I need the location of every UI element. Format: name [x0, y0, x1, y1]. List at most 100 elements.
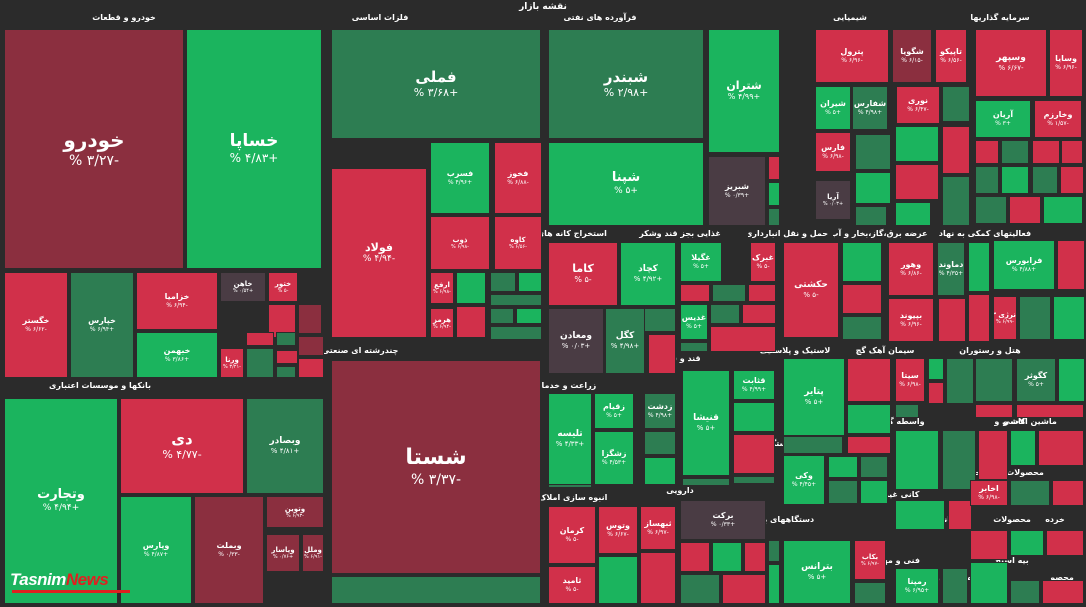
stock-tile-small[interactable] [1060, 166, 1084, 194]
stock-tile-small[interactable] [975, 358, 1013, 402]
stock-tile[interactable]: پتایر +۵ % [783, 358, 845, 436]
stock-tile-small[interactable] [490, 294, 542, 306]
stock-tile[interactable]: ورنا -۳/۲۱ % [220, 348, 244, 378]
stock-tile-small[interactable] [680, 342, 708, 352]
stock-tile-small[interactable] [298, 358, 324, 378]
stock-tile[interactable]: خزامیا -۶/۹۴ % [136, 272, 218, 330]
stock-tile-small[interactable] [518, 272, 542, 292]
stock-tile-small[interactable] [1043, 196, 1083, 224]
stock-tile-small[interactable] [842, 316, 882, 340]
stock-tile-small[interactable] [1010, 580, 1040, 604]
stock-tile[interactable]: شبریز +۰/۳۹ % [708, 156, 766, 226]
stock-tile-small[interactable] [1001, 140, 1029, 164]
stock-tile[interactable]: کچاد +۴/۹۲ % [620, 242, 676, 306]
stock-tile[interactable]: وپاسار +۰/۷۶ % [266, 534, 300, 572]
stock-tile[interactable]: زشگزا +۴/۵۳ % [594, 431, 634, 485]
stock-tile-small[interactable] [970, 530, 1008, 560]
stock-tile[interactable]: قثابت +۴/۹۹ % [733, 370, 775, 400]
stock-tile-small[interactable] [895, 500, 945, 530]
stock-tile[interactable]: نوری -۶/۴۷ % [896, 86, 940, 124]
stock-tile[interactable]: خبهمن +۳/۸۶ % [136, 332, 218, 378]
stock-tile-small[interactable] [1058, 358, 1085, 402]
stock-tile-small[interactable] [1010, 430, 1036, 466]
stock-tile-small[interactable] [246, 332, 274, 346]
stock-tile[interactable]: فولاد -۴/۹۴ % [331, 168, 427, 338]
stock-tile-small[interactable] [456, 272, 486, 304]
stock-tile[interactable]: فخوز -۶/۸۸ % [494, 142, 542, 214]
stock-tile-small[interactable] [847, 404, 891, 434]
stock-tile[interactable]: خگستر -۶/۶۲ % [4, 272, 68, 378]
stock-tile-small[interactable] [970, 562, 1008, 604]
stock-tile[interactable]: وسپهر -۶/۶۷ % [975, 29, 1047, 97]
stock-tile[interactable]: رمپنا +۶/۹۵ % [895, 568, 939, 604]
stock-tile[interactable]: انرژی ۳-۶/۹۹ % [993, 296, 1017, 340]
stock-tile-small[interactable] [722, 574, 766, 604]
stock-tile[interactable]: وسایا -۶/۹۶ % [1049, 29, 1083, 97]
stock-tile[interactable]: غگیلا +۵ % [680, 242, 722, 282]
stock-tile-small[interactable] [1001, 166, 1029, 194]
stock-tile-small[interactable] [744, 542, 766, 572]
stock-tile-small[interactable] [1009, 196, 1041, 224]
stock-tile-small[interactable] [1032, 140, 1060, 164]
stock-tile[interactable]: شتران +۴/۹۹ % [708, 29, 780, 153]
stock-tile[interactable]: دی -۴/۷۷ % [120, 398, 244, 494]
stock-tile-small[interactable] [712, 542, 742, 572]
stock-tile[interactable]: شپنا +۵ % [548, 142, 704, 226]
stock-tile[interactable]: اخابر -۶/۹۸ % [970, 480, 1008, 506]
stock-tile-small[interactable] [768, 540, 780, 562]
stock-tile-small[interactable] [710, 304, 740, 324]
stock-tile[interactable]: وکی +۴/۴۵ % [783, 455, 825, 505]
stock-tile-small[interactable] [456, 306, 486, 338]
stock-tile-small[interactable] [942, 86, 970, 122]
stock-tile-small[interactable] [276, 366, 296, 378]
stock-tile[interactable]: برکت +۰/۳۳ % [680, 500, 766, 540]
stock-tile[interactable]: شگویا -۶/۱۵ % [892, 29, 932, 83]
stock-tile-small[interactable] [768, 208, 780, 226]
stock-tile-small[interactable] [1057, 240, 1085, 290]
stock-tile[interactable]: ارفع -۶/۹۸ % [430, 272, 454, 304]
stock-tile-small[interactable] [847, 358, 891, 402]
stock-tile-small[interactable] [895, 404, 919, 418]
stock-tile-small[interactable] [942, 176, 970, 226]
stock-tile-small[interactable] [298, 304, 322, 334]
stock-tile-small[interactable] [516, 308, 542, 324]
stock-tile[interactable]: ختور -۵ % [268, 272, 298, 302]
stock-tile-small[interactable] [855, 172, 891, 204]
stock-tile-small[interactable] [733, 434, 775, 474]
stock-tile[interactable]: شبندر +۲/۹۸ % [548, 29, 704, 139]
stock-tile-small[interactable] [490, 308, 514, 324]
stock-tile-small[interactable] [768, 182, 780, 206]
stock-tile[interactable]: ذوب -۶/۹۸ % [430, 216, 490, 270]
stock-tile[interactable]: وتجارت +۴/۹۴ % [4, 398, 118, 604]
stock-tile-small[interactable] [1010, 530, 1044, 556]
stock-tile[interactable]: بترانس +۵ % [783, 540, 851, 604]
stock-tile[interactable]: کگوثر +۵ % [1016, 358, 1056, 402]
stock-tile[interactable]: تاپیکو -۶/۵۶ % [935, 29, 967, 83]
stock-tile[interactable]: فرابورس +۴/۸۸ % [993, 240, 1055, 290]
stock-tile-small[interactable] [854, 582, 886, 604]
stock-tile-small[interactable] [855, 206, 887, 226]
stock-tile-small[interactable] [680, 542, 710, 572]
stock-tile-small[interactable] [710, 326, 776, 352]
stock-tile[interactable]: سیتا -۶/۹۸ % [895, 358, 925, 402]
stock-tile-small[interactable] [895, 202, 931, 226]
stock-tile[interactable]: فملی +۳/۶۸ % [331, 29, 541, 139]
stock-tile-small[interactable] [942, 568, 968, 604]
stock-tile-small[interactable] [975, 140, 999, 164]
stock-tile-small[interactable] [748, 284, 776, 302]
stock-tile-small[interactable] [276, 332, 296, 346]
stock-tile-small[interactable] [895, 164, 939, 200]
stock-tile-small[interactable] [928, 358, 944, 380]
stock-tile[interactable]: وهور -۶/۸۶ % [888, 242, 934, 296]
stock-tile-small[interactable] [712, 284, 746, 302]
stock-tile-small[interactable] [828, 456, 858, 478]
stock-tile-small[interactable] [855, 134, 891, 170]
stock-tile-small[interactable] [928, 382, 944, 404]
stock-tile-small[interactable] [1061, 140, 1083, 164]
stock-tile[interactable]: هرمز -۶/۹۴ % [430, 308, 454, 338]
stock-tile[interactable]: وپارس +۴/۸۷ % [120, 496, 192, 604]
stock-tile-small[interactable] [276, 350, 298, 364]
stock-tile[interactable]: وملل -۶/۹۱ % [302, 534, 324, 572]
stock-tile-small[interactable] [860, 480, 888, 504]
stock-tile[interactable]: کاوه -۶/۵۶ % [494, 216, 542, 270]
